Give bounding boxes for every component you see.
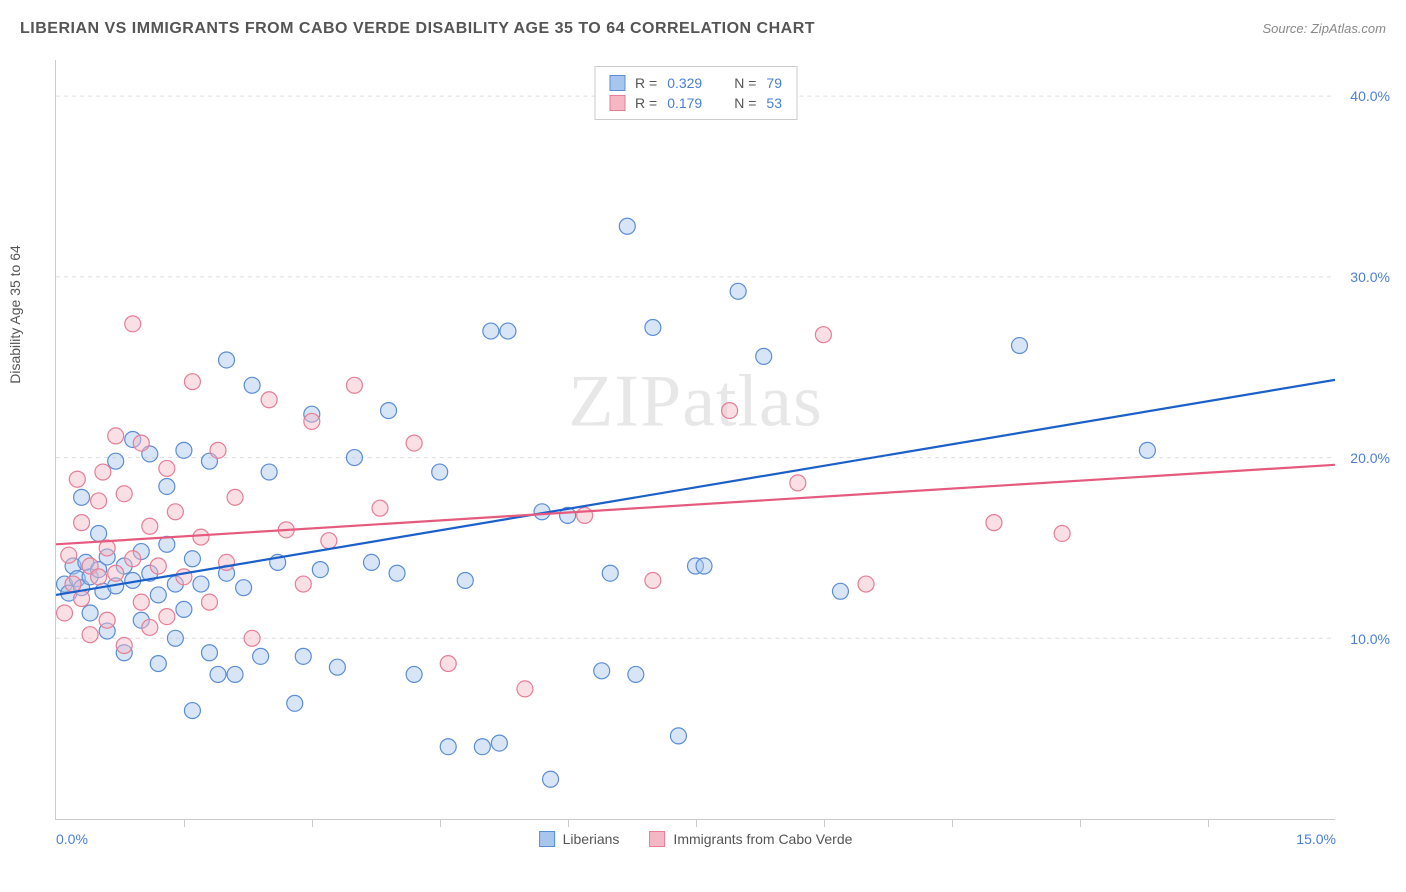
x-tick-label: 15.0% [1296, 831, 1336, 847]
y-axis-label: Disability Age 35 to 64 [7, 245, 23, 384]
chart-title: LIBERIAN VS IMMIGRANTS FROM CABO VERDE D… [20, 20, 815, 38]
x-tick [696, 819, 697, 827]
correlation-row-2: R = 0.179 N = 53 [609, 93, 782, 113]
r-value-1: 0.329 [667, 75, 702, 91]
x-tick [1080, 819, 1081, 827]
x-tick [952, 819, 953, 827]
plot-svg [56, 60, 1335, 819]
chart-source: Source: ZipAtlas.com [1262, 21, 1386, 36]
plot-area: ZIPatlas R = 0.329 N = 79 R = 0.179 N = [55, 60, 1335, 820]
chart-container: Disability Age 35 to 64 ZIPatlas R = 0.3… [50, 50, 1370, 840]
x-tick [1208, 819, 1209, 827]
swatch-series-1 [609, 75, 625, 91]
legend-item-2: Immigrants from Cabo Verde [649, 831, 852, 847]
x-tick [184, 819, 185, 827]
legend-label-1: Liberians [563, 831, 620, 847]
swatch-bottom-2 [649, 831, 665, 847]
source-label: Source: [1262, 21, 1310, 36]
legend-item-1: Liberians [539, 831, 620, 847]
x-tick [568, 819, 569, 827]
swatch-series-2 [609, 95, 625, 111]
source-value: ZipAtlas.com [1311, 21, 1386, 36]
x-tick [824, 819, 825, 827]
n-label-2: N = [734, 95, 756, 111]
r-label-1: R = [635, 75, 657, 91]
n-value-2: 53 [766, 95, 782, 111]
x-tick-label: 0.0% [56, 831, 88, 847]
n-value-1: 79 [766, 75, 782, 91]
series-legend: Liberians Immigrants from Cabo Verde [539, 831, 853, 847]
r-value-2: 0.179 [667, 95, 702, 111]
r-label-2: R = [635, 95, 657, 111]
y-tick-label: 20.0% [1350, 450, 1390, 466]
n-label-1: N = [734, 75, 756, 91]
y-tick-label: 10.0% [1350, 631, 1390, 647]
legend-label-2: Immigrants from Cabo Verde [673, 831, 852, 847]
correlation-legend: R = 0.329 N = 79 R = 0.179 N = 53 [594, 66, 797, 120]
chart-header: LIBERIAN VS IMMIGRANTS FROM CABO VERDE D… [20, 20, 1386, 38]
x-tick [312, 819, 313, 827]
y-tick-label: 40.0% [1350, 88, 1390, 104]
y-tick-label: 30.0% [1350, 269, 1390, 285]
correlation-row-1: R = 0.329 N = 79 [609, 73, 782, 93]
swatch-bottom-1 [539, 831, 555, 847]
x-tick [440, 819, 441, 827]
